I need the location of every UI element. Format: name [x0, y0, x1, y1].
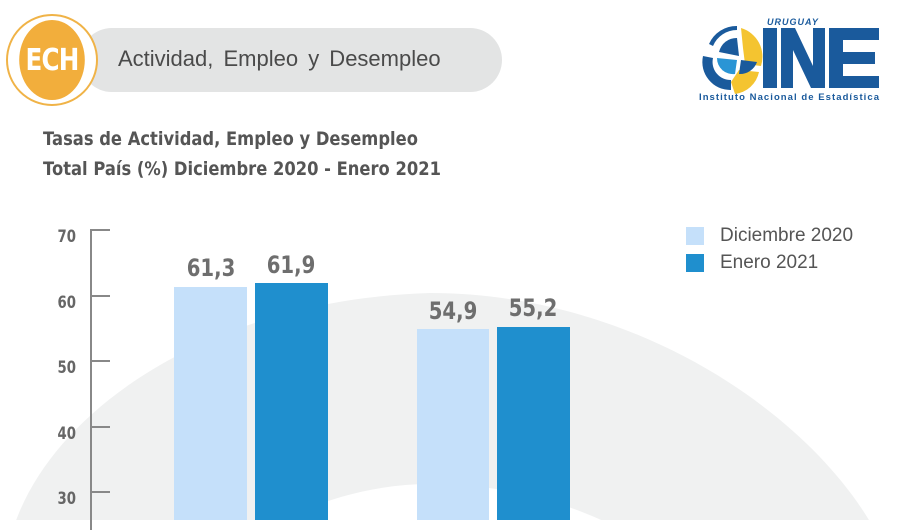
logo-fullname-text: Instituto Nacional de Estadística — [699, 92, 880, 103]
y-axis — [90, 230, 92, 530]
chart-title: Tasas de Actividad, Empleo y Desempleo T… — [43, 124, 441, 184]
ech-badge-label: ECH — [19, 20, 85, 100]
y-tick-label: 40 — [57, 424, 76, 444]
section-header-pill: Actividad, Empleo y Desempleo — [80, 28, 502, 92]
y-tick-label: 50 — [57, 358, 76, 378]
legend-swatch-icon — [686, 226, 704, 245]
legend-label: Diciembre 2020 — [720, 224, 854, 246]
bar-value-label: 61,3 — [186, 254, 236, 282]
legend-swatch-icon — [686, 253, 704, 272]
section-title: Actividad, Empleo y Desempleo — [118, 46, 441, 71]
bar-empleo-dic-2020 — [417, 329, 489, 520]
y-tick-60 — [90, 295, 110, 297]
ine-logo: URUGUAY Instituto Nacional de Estadístic… — [699, 17, 880, 103]
y-tick-label: 30 — [57, 489, 76, 509]
chart-title-line-2: Total País (%) Diciembre 2020 - Enero 20… — [43, 158, 441, 180]
bar-value-label: 54,9 — [428, 297, 478, 325]
y-tick-label: 60 — [57, 293, 76, 313]
ine-globe-icon — [702, 25, 763, 94]
logo-country-text: URUGUAY — [767, 17, 819, 27]
bar-value-label: 61,9 — [266, 251, 316, 279]
ech-badge: ECH — [6, 14, 98, 106]
y-tick-50 — [90, 360, 110, 362]
legend-item-ene-2021: Enero 2021 — [686, 249, 853, 276]
y-tick-30 — [90, 491, 110, 493]
bar-actividad-dic-2020 — [174, 287, 247, 520]
y-tick-label: 70 — [57, 227, 76, 247]
legend-item-dic-2020: Diciembre 2020 — [686, 222, 853, 249]
y-tick-70 — [90, 229, 110, 231]
bar-empleo-ene-2021 — [497, 327, 570, 520]
bar-value-label: 55,2 — [508, 294, 558, 322]
bar-actividad-ene-2021 — [255, 283, 328, 520]
chart-title-line-1: Tasas de Actividad, Empleo y Desempleo — [43, 128, 418, 150]
y-tick-40 — [90, 426, 110, 428]
legend-label: Enero 2021 — [720, 251, 819, 273]
chart-legend: Diciembre 2020 Enero 2021 — [686, 222, 853, 276]
